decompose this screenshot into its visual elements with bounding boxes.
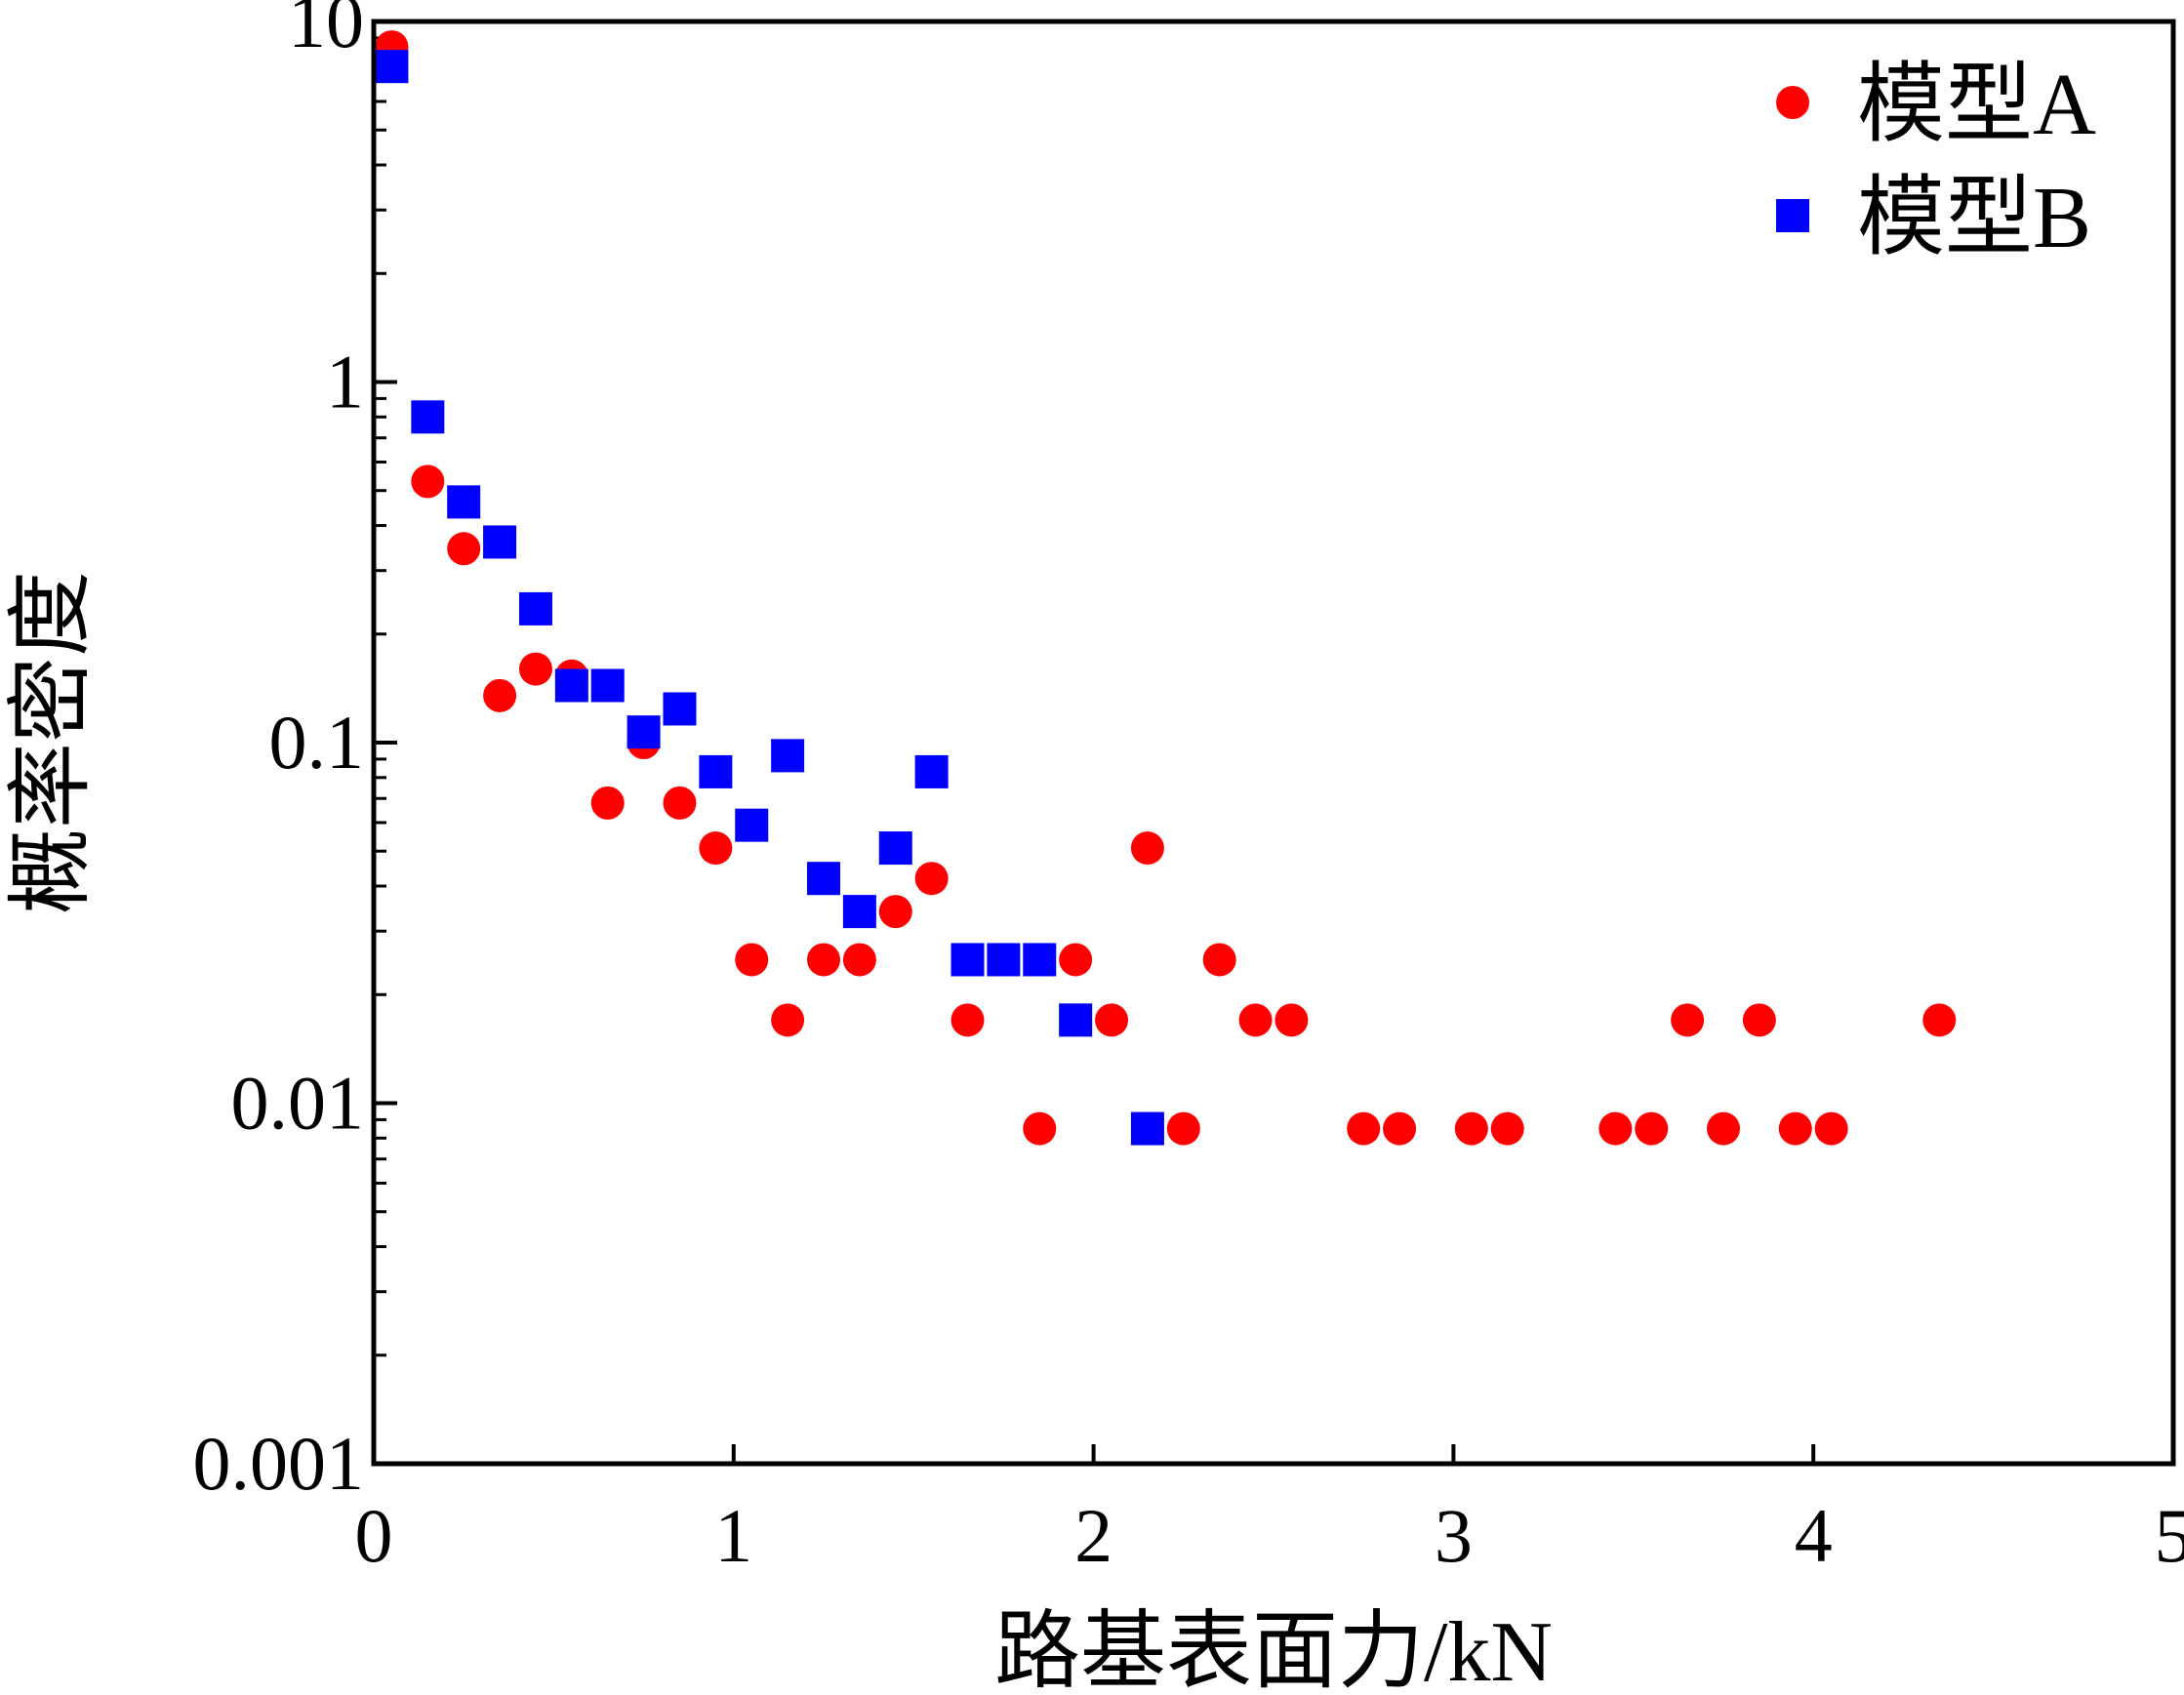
point-模型B [411, 400, 445, 434]
data-markers [375, 30, 1957, 1146]
point-模型A [914, 862, 949, 896]
point-模型A [411, 464, 445, 499]
point-模型A [1814, 1111, 1848, 1146]
point-模型A [1383, 1111, 1417, 1146]
point-模型A [590, 786, 625, 820]
point-模型B [842, 895, 876, 929]
point-模型B [987, 943, 1021, 977]
point-模型A [1742, 1003, 1776, 1037]
y-tick-label: 0.01 [231, 1061, 365, 1146]
point-模型A [842, 943, 876, 977]
point-模型A [1454, 1111, 1488, 1146]
y-tick-label: 0.1 [269, 700, 365, 785]
point-模型A [735, 943, 769, 977]
plot-frame [371, 19, 2176, 1467]
point-模型A [771, 1003, 805, 1037]
point-模型B [878, 831, 912, 866]
x-tick-label: 3 [1435, 1493, 1473, 1578]
point-模型A [878, 895, 912, 929]
y-tick-label: 10 [288, 0, 364, 63]
point-模型A [1635, 1111, 1669, 1146]
point-模型A [807, 943, 840, 977]
point-模型B [663, 692, 697, 726]
point-模型A [699, 831, 733, 866]
point-模型A [1347, 1111, 1381, 1146]
point-模型A [1707, 1111, 1740, 1146]
point-模型A [1598, 1111, 1633, 1146]
x-axis-label: 路基表面力/kN [994, 1605, 1553, 1695]
y-tick-label: 1 [326, 340, 364, 424]
x-tick-label: 4 [1795, 1493, 1833, 1578]
point-模型A [1059, 943, 1093, 977]
y-axis-label: 概率密度 [5, 571, 100, 914]
point-模型B [1059, 1003, 1093, 1037]
point-模型B [771, 739, 805, 773]
point-模型A [1778, 1111, 1812, 1146]
point-模型A [1238, 1003, 1273, 1037]
point-模型A [447, 532, 481, 566]
point-模型A [663, 786, 697, 820]
point-模型A [1095, 1003, 1129, 1037]
point-模型B [483, 525, 517, 559]
point-模型A [1490, 1111, 1524, 1146]
point-模型A [950, 1003, 985, 1037]
point-模型B [735, 808, 769, 842]
point-模型A [1166, 1111, 1200, 1146]
point-模型B [554, 668, 588, 703]
point-模型B [1023, 943, 1057, 977]
point-模型A [518, 652, 552, 686]
point-模型B [807, 862, 840, 896]
point-模型B [590, 668, 625, 703]
y-axis-ticks [374, 20, 397, 1466]
point-模型B [447, 485, 481, 519]
x-tick-label: 0 [355, 1493, 393, 1578]
x-tick-label: 5 [2155, 1493, 2184, 1578]
point-模型A [1922, 1003, 1957, 1037]
point-模型B [914, 754, 949, 788]
legend-label: 模型B [1857, 170, 2091, 266]
point-模型A [1023, 1111, 1057, 1146]
point-模型A [1274, 1003, 1309, 1037]
point-模型B [518, 591, 552, 626]
legend-marker-circle [1776, 86, 1809, 119]
point-模型B [950, 943, 985, 977]
point-模型B [627, 715, 661, 749]
y-axis-tick-labels: 0.001 0.01 0.1 1 10 [193, 0, 365, 1506]
legend-label: 模型A [1857, 57, 2096, 153]
x-tick-label: 2 [1074, 1493, 1112, 1578]
point-模型A [1671, 1003, 1705, 1037]
x-tick-label: 1 [714, 1493, 752, 1578]
point-模型B [375, 50, 409, 84]
y-tick-label: 0.001 [193, 1421, 365, 1506]
legend: 模型A 模型B [1776, 57, 2096, 266]
point-模型B [1130, 1111, 1164, 1146]
point-模型A [1130, 831, 1164, 866]
x-axis-ticks [372, 1444, 2175, 1464]
point-模型A [1202, 943, 1236, 977]
legend-marker-square [1776, 199, 1809, 232]
point-模型B [699, 754, 733, 788]
x-axis-tick-labels: 0 1 2 3 4 5 [355, 1493, 2184, 1578]
point-模型A [483, 678, 517, 712]
